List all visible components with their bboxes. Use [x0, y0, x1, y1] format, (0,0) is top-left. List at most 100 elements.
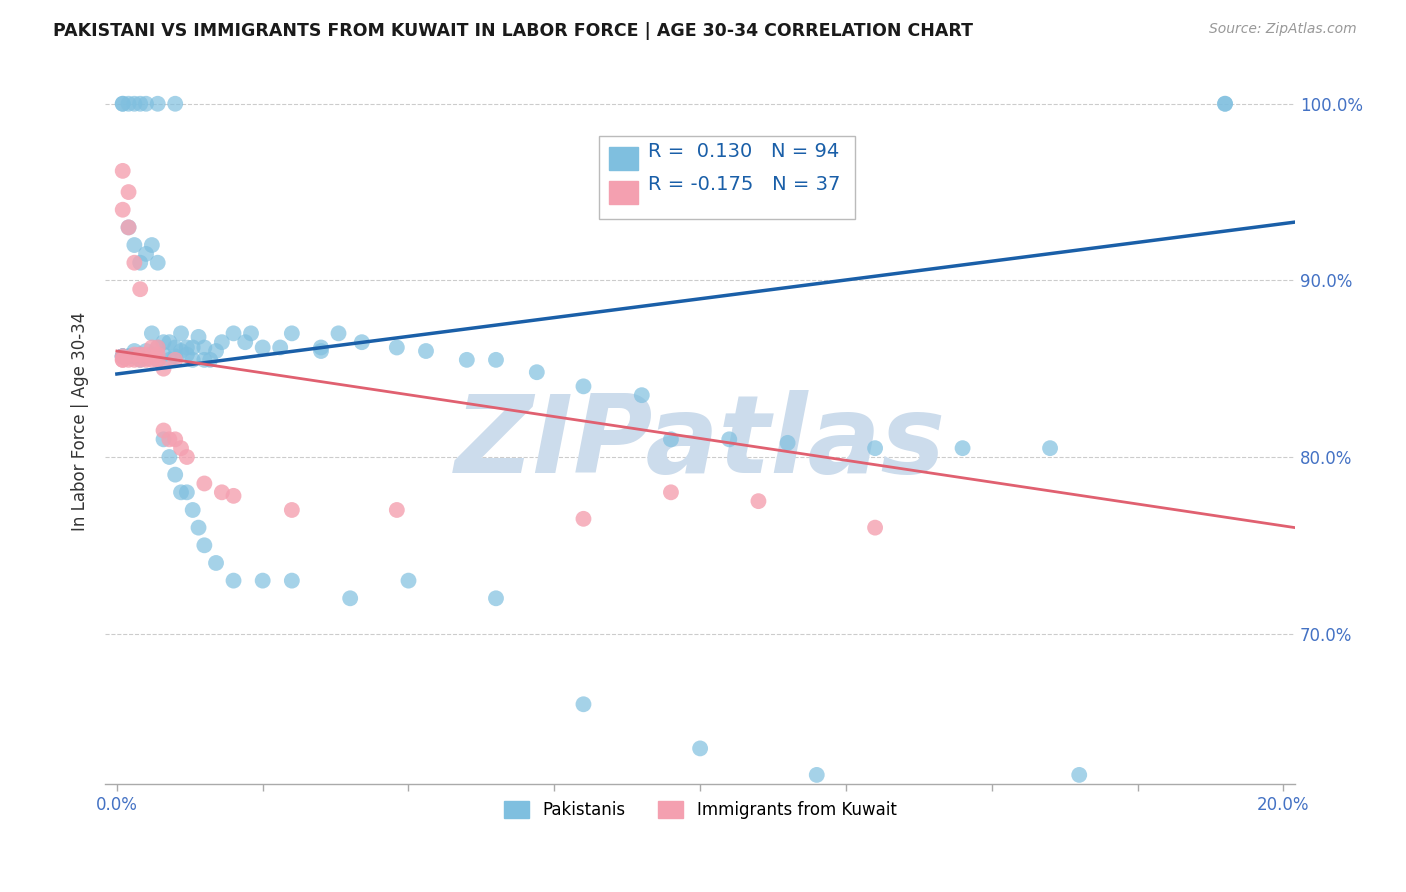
Point — [1039, 441, 1062, 455]
Point — [135, 247, 157, 261]
Point — [124, 349, 146, 363]
Point — [281, 503, 304, 517]
Point — [1213, 96, 1236, 111]
Point — [281, 326, 304, 341]
Point — [117, 220, 139, 235]
Point — [165, 433, 187, 447]
Bar — [609, 181, 638, 204]
Point — [205, 556, 228, 570]
FancyBboxPatch shape — [599, 136, 855, 219]
Point — [572, 512, 595, 526]
Point — [165, 341, 187, 355]
Point — [659, 485, 682, 500]
Point — [111, 164, 134, 178]
Point — [240, 326, 263, 341]
Point — [111, 349, 134, 363]
Point — [252, 341, 274, 355]
Point — [141, 238, 163, 252]
Point — [152, 433, 174, 447]
Point — [1069, 768, 1091, 782]
Point — [922, 786, 945, 800]
Point — [222, 574, 245, 588]
Point — [146, 352, 169, 367]
Point — [117, 349, 139, 363]
Point — [146, 341, 169, 355]
Point — [689, 741, 711, 756]
Point — [146, 256, 169, 270]
Bar — [609, 147, 638, 170]
Point — [170, 485, 193, 500]
Point — [141, 326, 163, 341]
Point — [222, 326, 245, 341]
Point — [193, 352, 215, 367]
Point — [170, 326, 193, 341]
Point — [141, 347, 163, 361]
Point — [350, 335, 373, 350]
Point — [659, 433, 682, 447]
Point — [181, 341, 204, 355]
Point — [485, 352, 508, 367]
Text: Source: ZipAtlas.com: Source: ZipAtlas.com — [1209, 22, 1357, 37]
Point — [456, 352, 478, 367]
Point — [135, 351, 157, 365]
Point — [135, 347, 157, 361]
Point — [181, 503, 204, 517]
Point — [129, 352, 152, 367]
Point — [111, 352, 134, 367]
Point — [193, 341, 215, 355]
Point — [146, 341, 169, 355]
Point — [129, 282, 152, 296]
Text: R =  0.130   N = 94: R = 0.130 N = 94 — [648, 142, 839, 161]
Point — [152, 424, 174, 438]
Point — [111, 202, 134, 217]
Point — [526, 365, 548, 379]
Point — [129, 352, 152, 367]
Point — [222, 489, 245, 503]
Point — [193, 476, 215, 491]
Point — [181, 352, 204, 367]
Point — [111, 349, 134, 363]
Point — [117, 220, 139, 235]
Point — [863, 441, 886, 455]
Point — [129, 256, 152, 270]
Point — [111, 349, 134, 363]
Point — [146, 352, 169, 367]
Point — [415, 344, 437, 359]
Legend: Pakistanis, Immigrants from Kuwait: Pakistanis, Immigrants from Kuwait — [496, 795, 903, 826]
Point — [152, 361, 174, 376]
Y-axis label: In Labor Force | Age 30-34: In Labor Force | Age 30-34 — [72, 312, 89, 532]
Point — [776, 435, 799, 450]
Point — [157, 450, 180, 464]
Text: R = -0.175   N = 37: R = -0.175 N = 37 — [648, 176, 841, 194]
Point — [152, 335, 174, 350]
Text: ZIPatlas: ZIPatlas — [454, 391, 946, 496]
Point — [124, 349, 146, 363]
Point — [170, 344, 193, 359]
Point — [117, 96, 139, 111]
Point — [205, 344, 228, 359]
Point — [157, 352, 180, 367]
Point — [863, 521, 886, 535]
Point — [124, 238, 146, 252]
Point — [572, 379, 595, 393]
Point — [1213, 96, 1236, 111]
Point — [146, 347, 169, 361]
Point — [117, 185, 139, 199]
Point — [211, 485, 233, 500]
Point — [328, 326, 350, 341]
Point — [135, 96, 157, 111]
Point — [124, 352, 146, 367]
Point — [170, 441, 193, 455]
Point — [269, 341, 291, 355]
Point — [117, 349, 139, 363]
Point — [198, 352, 221, 367]
Point — [129, 347, 152, 361]
Point — [176, 341, 198, 355]
Point — [339, 591, 361, 606]
Text: PAKISTANI VS IMMIGRANTS FROM KUWAIT IN LABOR FORCE | AGE 30-34 CORRELATION CHART: PAKISTANI VS IMMIGRANTS FROM KUWAIT IN L… — [53, 22, 973, 40]
Point — [124, 96, 146, 111]
Point — [146, 96, 169, 111]
Point — [111, 349, 134, 363]
Point — [176, 485, 198, 500]
Point — [117, 352, 139, 367]
